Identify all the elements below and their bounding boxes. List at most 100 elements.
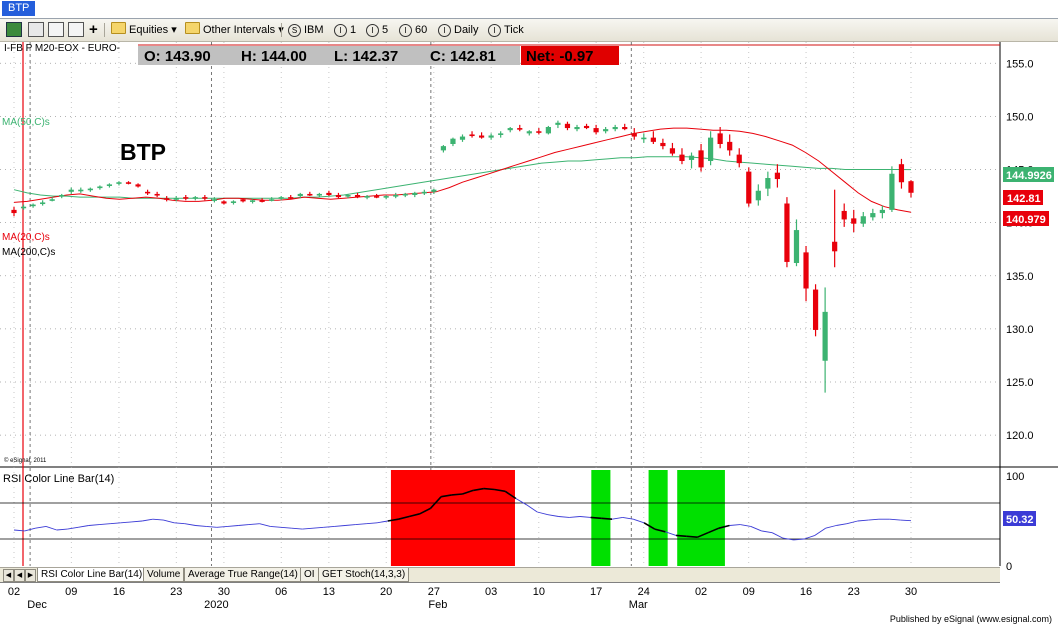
save-icon[interactable] bbox=[28, 22, 44, 38]
date-tick-label: 06 bbox=[275, 586, 287, 598]
price-bar-body bbox=[870, 213, 876, 218]
price-tick-label: 135.0 bbox=[1006, 271, 1034, 283]
price-tick-label: 155.0 bbox=[1006, 58, 1034, 70]
price-bar-body bbox=[574, 127, 580, 130]
next-tab-icon[interactable]: ▶ bbox=[25, 569, 36, 582]
ma20-line bbox=[13, 127, 912, 213]
rsi-line-segment bbox=[67, 526, 79, 530]
i-icon: I bbox=[334, 24, 347, 37]
tick-button[interactable]: I Tick bbox=[488, 22, 524, 38]
symbol-ibm-label: IBM bbox=[304, 24, 324, 36]
price-bar-body bbox=[269, 199, 275, 201]
symbol-ibm-button[interactable]: S IBM bbox=[288, 22, 324, 38]
chart-icon[interactable] bbox=[6, 22, 22, 38]
rsi-title: RSI Color Line Bar(14) bbox=[3, 473, 114, 485]
rsi-line-segment bbox=[99, 523, 111, 526]
symbol-text: I-FB P M20-EOX - EURO- bbox=[4, 43, 120, 54]
rsi-line-segment bbox=[569, 516, 581, 518]
tab-oi[interactable]: OI bbox=[300, 568, 319, 582]
price-bar-body bbox=[784, 203, 790, 262]
copyright-text: © eSignal, 2011 bbox=[4, 457, 47, 464]
price-bar-body bbox=[20, 206, 27, 209]
rsi-line-segment bbox=[280, 526, 292, 529]
prev-tab-icon[interactable]: ◀ bbox=[14, 569, 25, 582]
window-tab-title[interactable]: BTP bbox=[2, 1, 36, 16]
last-price-badge: 142.81 bbox=[1007, 193, 1041, 205]
price-bar-body bbox=[603, 129, 609, 132]
rsi-line-segment bbox=[142, 518, 153, 522]
tab-atr[interactable]: Average True Range(14) bbox=[184, 568, 302, 582]
rsi-line-segment bbox=[483, 487, 495, 491]
equities-dropdown[interactable]: Equities ▾ bbox=[111, 22, 177, 38]
daily-button[interactable]: I Daily bbox=[438, 22, 478, 38]
tab-volume[interactable]: Volume bbox=[143, 568, 185, 582]
rsi-line-segment bbox=[622, 516, 634, 520]
date-tick-label: 23 bbox=[848, 586, 860, 598]
rsi-line-segment bbox=[248, 523, 260, 526]
date-tick-label: 16 bbox=[113, 586, 125, 598]
rsi-line-segment bbox=[206, 525, 217, 528]
ma20-badge: 140.979 bbox=[1006, 214, 1046, 226]
copy-icon[interactable] bbox=[68, 22, 84, 38]
i-icon: I bbox=[438, 24, 451, 37]
other-intervals-dropdown[interactable]: Other Intervals ▾ bbox=[185, 22, 284, 38]
i-icon: I bbox=[488, 24, 501, 37]
rsi-line-segment bbox=[558, 516, 570, 518]
rsi-line-segment bbox=[24, 527, 36, 532]
first-tab-icon[interactable]: ◀ bbox=[3, 569, 14, 582]
price-bar-body bbox=[364, 196, 370, 198]
price-bar-body bbox=[116, 182, 122, 184]
price-bar-body bbox=[383, 196, 389, 198]
rsi-line-segment bbox=[729, 524, 741, 526]
price-bar-body bbox=[669, 148, 676, 154]
tab-rsi[interactable]: RSI Color Line Bar(14) bbox=[37, 568, 147, 582]
open-value: O: 143.90 bbox=[144, 48, 211, 65]
tab-stoch[interactable]: GET Stoch(14,3,3) bbox=[318, 568, 410, 582]
layout-icon[interactable] bbox=[48, 22, 64, 38]
rsi-line-segment bbox=[590, 516, 602, 520]
rsi-line-segment bbox=[868, 518, 880, 521]
footer-credit: Published by eSignal (www.esignal.com) bbox=[889, 614, 1052, 624]
price-bar-body bbox=[11, 209, 17, 214]
date-tick-label: 30 bbox=[218, 586, 230, 598]
rsi-line-segment bbox=[504, 490, 517, 500]
price-bar-body bbox=[727, 141, 733, 151]
rsi-line-segment bbox=[344, 524, 356, 526]
price-bar-body bbox=[469, 134, 475, 137]
rsi-line-segment bbox=[88, 524, 100, 526]
rsi-line-segment bbox=[761, 530, 773, 534]
rsi-line-segment bbox=[441, 494, 452, 498]
date-tick-label: 24 bbox=[638, 586, 650, 598]
low-value: L: 142.37 bbox=[334, 48, 398, 65]
price-bar-body bbox=[498, 133, 504, 135]
price-bar-body bbox=[812, 289, 819, 330]
intervals-label: Other Intervals bbox=[203, 24, 276, 36]
add-icon[interactable]: + bbox=[89, 21, 98, 38]
date-tick-label: 20 bbox=[380, 586, 392, 598]
price-bar-body bbox=[517, 128, 523, 130]
price-bar-body bbox=[106, 184, 113, 186]
equities-label: Equities bbox=[129, 24, 169, 36]
rsi-line-segment bbox=[836, 523, 848, 526]
price-bar-body bbox=[278, 197, 284, 199]
rsi-line-segment bbox=[462, 489, 474, 495]
price-bar-body bbox=[622, 127, 628, 130]
price-bar-body bbox=[78, 189, 84, 192]
price-bar-body bbox=[183, 197, 189, 199]
rsi-line-segment bbox=[35, 525, 47, 529]
month-label: Mar bbox=[629, 599, 648, 611]
price-bar-body bbox=[202, 197, 208, 199]
price-bar-body bbox=[860, 216, 866, 224]
price-bar-body bbox=[412, 192, 418, 195]
rsi-line-segment bbox=[579, 516, 591, 518]
rsi-line-segment bbox=[56, 528, 68, 531]
month-label: Dec bbox=[27, 599, 47, 611]
interval-60-button[interactable]: I 60 bbox=[399, 22, 427, 38]
rsi-line-segment bbox=[547, 514, 559, 517]
date-tick-label: 09 bbox=[743, 586, 755, 598]
ma50-badge: 144.9926 bbox=[1006, 170, 1052, 182]
price-bar-body bbox=[49, 199, 55, 201]
